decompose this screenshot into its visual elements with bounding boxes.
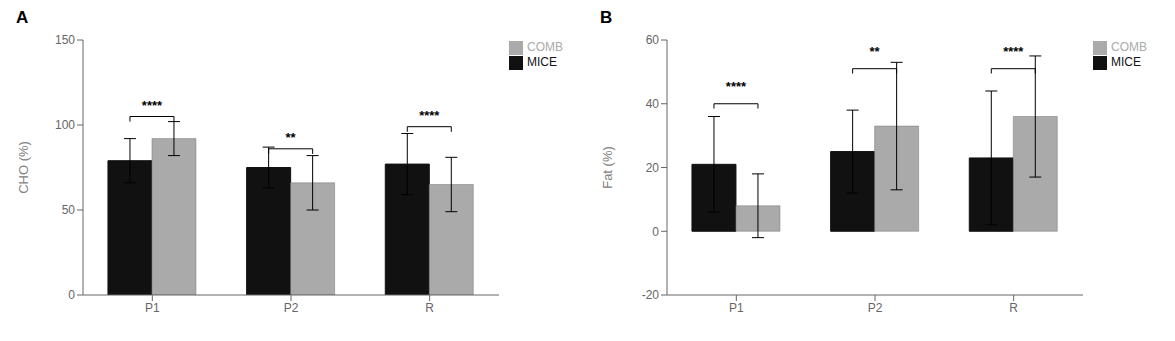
svg-text:R: R: [1009, 301, 1018, 315]
svg-text:P1: P1: [729, 301, 744, 315]
svg-text:P1: P1: [145, 301, 160, 315]
svg-text:**: **: [286, 130, 297, 145]
svg-text:****: ****: [726, 79, 747, 94]
svg-text:**: **: [870, 44, 881, 59]
svg-text:P2: P2: [868, 301, 883, 315]
html-text:MICE: MICE: [1111, 54, 1141, 69]
svg-text:50: 50: [62, 203, 76, 217]
svg-text:100: 100: [55, 118, 75, 132]
html-text:MICE: MICE: [527, 54, 557, 69]
svg-text:****: ****: [419, 108, 440, 123]
svg-text:-20: -20: [642, 288, 660, 302]
svg-text:60: 60: [646, 33, 660, 47]
svg-text:20: 20: [646, 161, 660, 175]
svg-text:P2: P2: [284, 301, 299, 315]
svg-text:CHO (%): CHO (%): [16, 141, 31, 194]
svg-text:0: 0: [68, 288, 75, 302]
svg-text:****: ****: [142, 98, 163, 113]
html-text:COMB: COMB: [1111, 40, 1147, 54]
svg-text:40: 40: [646, 97, 660, 111]
svg-text:R: R: [425, 301, 434, 315]
svg-text:0: 0: [652, 225, 659, 239]
html-text:A: A: [16, 8, 29, 27]
svg-text:150: 150: [55, 33, 75, 47]
html-text:B: B: [600, 8, 613, 27]
svg-text:Fat (%): Fat (%): [600, 146, 615, 189]
html-text:COMB: COMB: [527, 40, 563, 54]
svg-text:****: ****: [1003, 44, 1024, 59]
